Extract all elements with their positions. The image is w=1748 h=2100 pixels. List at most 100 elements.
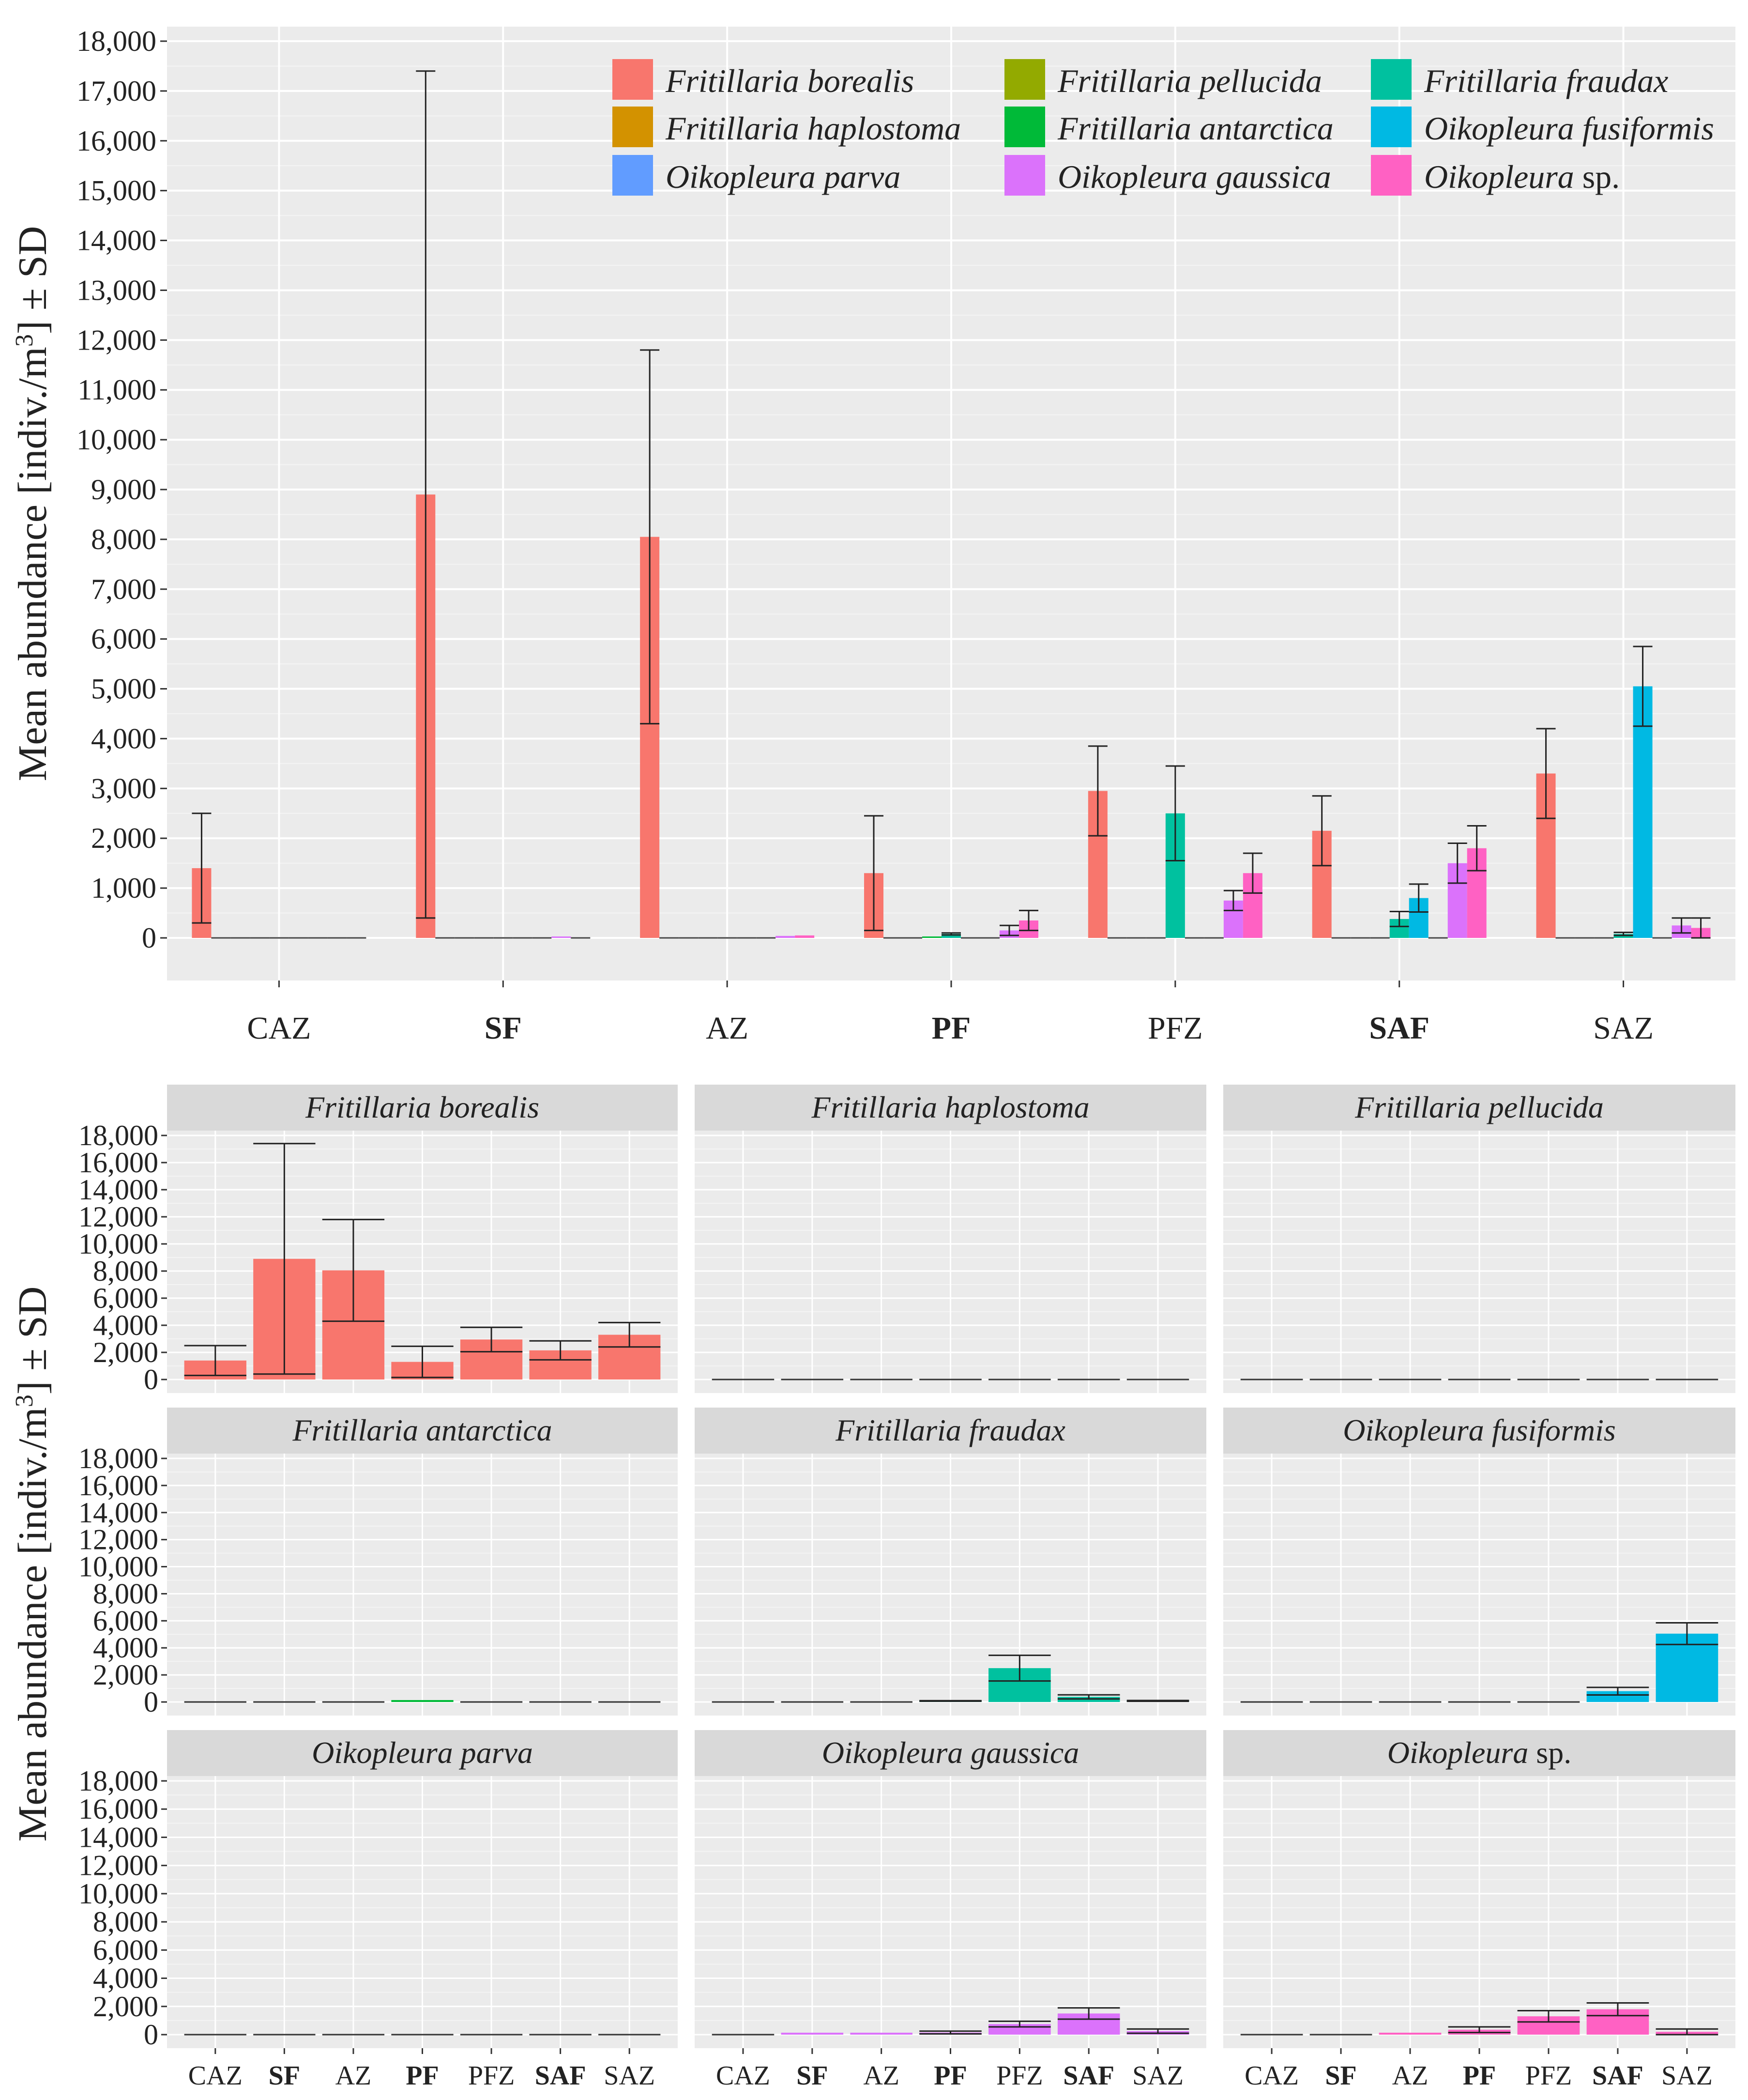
facet-strip bbox=[1223, 1408, 1735, 1454]
legend-label: Oikopleura parva bbox=[666, 158, 900, 195]
y-tick-label: 0 bbox=[144, 2019, 158, 2051]
facet-fritillaria-borealis: Fritillaria borealis 02,0004,0006,0008,00… bbox=[78, 1085, 678, 1395]
y-axis-title: Mean abundance [indiv./m3] ± SD bbox=[10, 226, 55, 782]
x-tick-label: SAZ bbox=[604, 2061, 655, 2091]
x-tick-label: CAZ bbox=[716, 2061, 770, 2091]
y-tick-label: 2,000 bbox=[93, 1336, 158, 1368]
facet-title: Fritillaria fraudax bbox=[835, 1413, 1065, 1447]
facet-title: Fritillaria haplostoma bbox=[811, 1090, 1089, 1124]
y-tick-label: 4,000 bbox=[93, 1962, 158, 1994]
facet-strip bbox=[695, 1730, 1206, 1776]
legend-item-fritillaria-haplostoma: Fritillaria haplostoma bbox=[612, 107, 961, 147]
x-tick-label: SF bbox=[1325, 2061, 1356, 2091]
facet-grid: Fritillaria borealis02,0004,0006,0008,00… bbox=[78, 1085, 1735, 2091]
legend-swatch bbox=[1371, 59, 1412, 100]
y-tick-label: 6,000 bbox=[93, 1934, 158, 1966]
facet-strip bbox=[695, 1408, 1206, 1454]
x-tick-label: SAZ bbox=[1661, 2061, 1713, 2091]
legend-swatch bbox=[612, 107, 653, 147]
bar-oikopleura-gaussica bbox=[551, 936, 571, 938]
x-tick-label: PF bbox=[932, 1011, 971, 1046]
legend-swatch bbox=[612, 59, 653, 100]
facet-title: Oikopleura gaussica bbox=[822, 1735, 1079, 1770]
x-tick-label: CAZ bbox=[188, 2061, 243, 2091]
y-tick-label: 8,000 bbox=[93, 1578, 158, 1609]
y-tick-label: 0 bbox=[144, 1686, 158, 1718]
x-tick-label: PF bbox=[1463, 2061, 1496, 2091]
legend-label: Fritillaria fraudax bbox=[1424, 62, 1668, 99]
legend-item-oikopleura-gaussica: Oikopleura gaussica bbox=[1004, 155, 1331, 196]
legend-swatch bbox=[612, 155, 653, 196]
y-tick-label: 6,000 bbox=[93, 1605, 158, 1637]
y-tick-label: 15,000 bbox=[76, 175, 156, 207]
bar-fritillaria-antarctica bbox=[922, 936, 942, 938]
y-tick-label: 9,000 bbox=[91, 474, 156, 506]
y-tick-label: 18,000 bbox=[76, 25, 156, 57]
legend-item-oikopleura-parva: Oikopleura parva bbox=[612, 155, 900, 196]
x-tick-label: CAZ bbox=[247, 1011, 311, 1046]
x-tick-label: SF bbox=[485, 1011, 522, 1046]
y-tick-label: 18,000 bbox=[78, 1119, 158, 1151]
legend-item-fritillaria-borealis: Fritillaria borealis bbox=[612, 59, 914, 100]
y-tick-label: 11,000 bbox=[77, 374, 156, 406]
x-tick-label: AZ bbox=[1392, 2061, 1429, 2091]
y-tick-label: 14,000 bbox=[78, 1174, 158, 1206]
y-tick-label: 12,000 bbox=[78, 1524, 158, 1556]
bar bbox=[781, 2033, 844, 2035]
y-tick-label: 16,000 bbox=[76, 125, 156, 157]
facet-title: Oikopleura fusiformis bbox=[1343, 1413, 1616, 1447]
facet-strip bbox=[167, 1408, 678, 1454]
y-tick-label: 4,000 bbox=[93, 1632, 158, 1664]
bar bbox=[850, 2033, 912, 2035]
legend-label-genus: Oikopleura bbox=[1424, 158, 1574, 195]
bar-oikopleura-sp bbox=[795, 935, 815, 938]
y-tick-label: 3,000 bbox=[91, 772, 156, 804]
x-tick-label: PFZ bbox=[468, 2061, 515, 2091]
facet-title-genus: Oikopleura bbox=[1387, 1735, 1529, 1770]
y-tick-label: 10,000 bbox=[78, 1228, 158, 1260]
bar bbox=[1379, 2033, 1442, 2035]
bar-fritillaria-fraudax bbox=[942, 934, 961, 938]
facet-oikopleura-fusiformis: Oikopleura fusiformis bbox=[1223, 1408, 1735, 1716]
y-tick-label: 16,000 bbox=[78, 1147, 158, 1179]
legend-label: Fritillaria borealis bbox=[665, 62, 914, 99]
x-tick-label: PF bbox=[934, 2061, 967, 2091]
x-tick-label: PFZ bbox=[1148, 1011, 1203, 1046]
facet-fritillaria-haplostoma: Fritillaria haplostoma bbox=[695, 1085, 1206, 1393]
y-tick-label: 2,000 bbox=[93, 1659, 158, 1691]
x-tick-label: PFZ bbox=[996, 2061, 1043, 2091]
y-axis-title-part: ] ± SD bbox=[10, 226, 55, 334]
facet-fritillaria-fraudax: Fritillaria fraudax bbox=[695, 1408, 1206, 1716]
y-tick-label: 7,000 bbox=[91, 573, 156, 605]
facet-oikopleura-parva: Oikopleura parva 02,0004,0006,0008,00010,… bbox=[78, 1730, 678, 2091]
facet-fritillaria-pellucida: Fritillaria pellucida bbox=[1223, 1085, 1735, 1393]
legend-swatch bbox=[1004, 155, 1045, 196]
legend-item-oikopleura-sp: Oikopleura sp. bbox=[1371, 155, 1620, 196]
y-tick-label: 1,000 bbox=[91, 872, 156, 904]
y-tick-label: 2,000 bbox=[93, 1991, 158, 2023]
facet-strip bbox=[167, 1730, 678, 1776]
y-axis-title-part: ] ± SD bbox=[10, 1287, 55, 1395]
x-tick-label: SAZ bbox=[1132, 2061, 1184, 2091]
top-chart: 0 1,000 2,000 3,000 4,000 5,000 6,000 7,000 8,00… bbox=[76, 25, 1735, 1046]
x-tick-label: SAF bbox=[1592, 2061, 1643, 2091]
y-axis-title-part: 3 bbox=[11, 334, 38, 347]
bar-oikopleura-gaussica bbox=[775, 935, 795, 938]
y-tick-label: 18,000 bbox=[78, 1765, 158, 1797]
y-tick-label: 16,000 bbox=[78, 1793, 158, 1825]
x-tick-label: SAZ bbox=[1593, 1011, 1654, 1046]
y-tick-label: 14,000 bbox=[78, 1497, 158, 1529]
facet-strip bbox=[1223, 1730, 1735, 1776]
facet-title: Oikopleura sp. bbox=[1387, 1735, 1571, 1770]
facet-title: Oikopleura parva bbox=[312, 1735, 533, 1770]
y-tick-label: 8,000 bbox=[91, 523, 156, 555]
y-axis-title-part: 3 bbox=[11, 1395, 38, 1407]
legend-swatch bbox=[1004, 59, 1045, 100]
y-tick-label: 10,000 bbox=[78, 1551, 158, 1583]
x-tick-label: SAF bbox=[1369, 1011, 1429, 1046]
x-tick-label: SF bbox=[269, 2061, 300, 2091]
x-tick-label: PF bbox=[406, 2061, 439, 2091]
legend-item-fritillaria-antarctica: Fritillaria antarctica bbox=[1004, 107, 1334, 147]
x-tick-label: SF bbox=[796, 2061, 828, 2091]
